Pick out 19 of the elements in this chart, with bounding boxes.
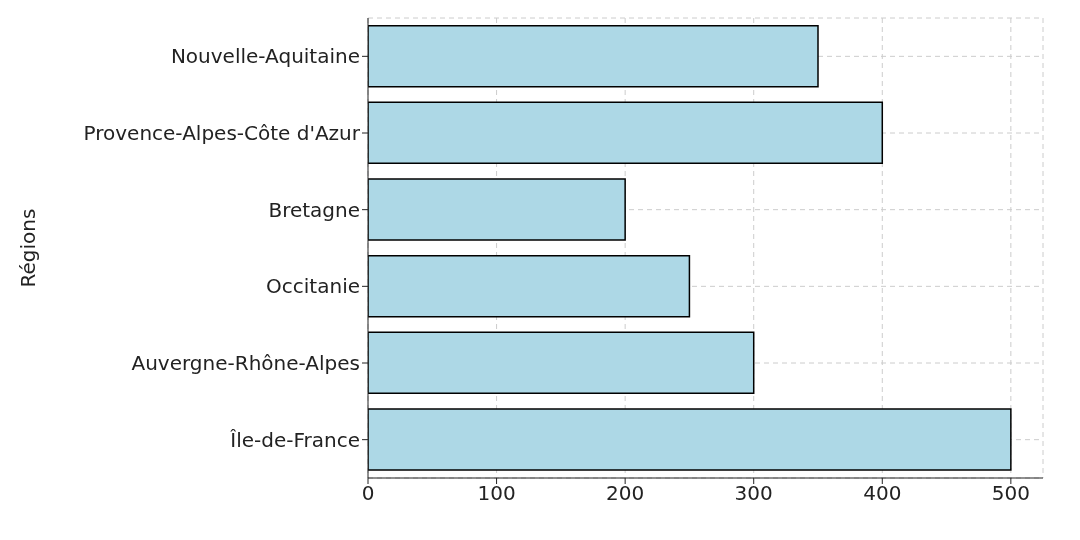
y-tick-label: Auvergne-Rhône-Alpes xyxy=(131,351,360,376)
y-tick-label: Occitanie xyxy=(266,274,360,299)
y-tick-label: Île-de-France xyxy=(229,427,360,452)
y-tick-label: Bretagne xyxy=(268,197,360,222)
x-tick-label: 400 xyxy=(863,481,902,506)
x-tick-label: 300 xyxy=(734,481,773,506)
bar xyxy=(368,178,626,241)
y-tick-label: Provence-Alpes-Côte d'Azur xyxy=(83,121,361,146)
x-tick-label: 200 xyxy=(606,481,645,506)
y-axis-title: Régions xyxy=(16,208,41,288)
x-tick-label: 0 xyxy=(361,481,375,506)
bar xyxy=(368,24,819,88)
bar xyxy=(368,101,884,165)
x-tick-label: 500 xyxy=(991,481,1030,506)
y-tick-label: Nouvelle-Aquitaine xyxy=(170,44,360,69)
bar xyxy=(368,254,691,318)
bar xyxy=(368,331,755,395)
bar xyxy=(368,408,1012,471)
x-tick-label: 100 xyxy=(477,481,516,506)
